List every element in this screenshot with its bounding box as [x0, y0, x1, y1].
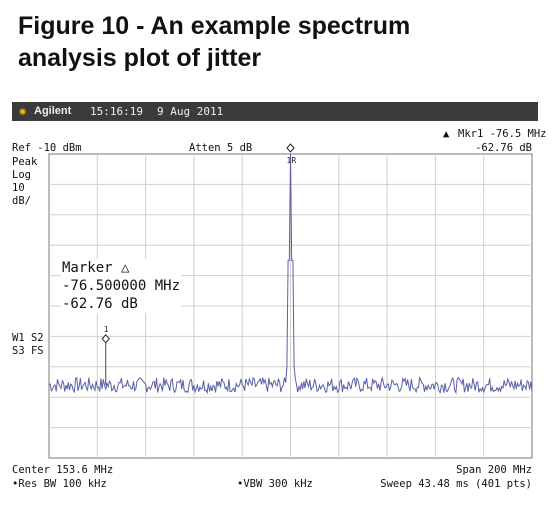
ref-level: Ref -10 dBm	[12, 142, 82, 154]
detector-mode: Peak	[12, 156, 38, 168]
marker-readout-title: Marker △	[62, 260, 130, 276]
spectrum-analyzer-display: ✺ Agilent 15:16:19 9 Aug 2011 Ref -10 dB…	[12, 102, 547, 497]
marker-label-reference: 1R	[287, 156, 297, 165]
trace-state-s3fs: S3 FS	[12, 345, 44, 357]
figure-title: Figure 10 - An example spectrum analysis…	[18, 10, 548, 74]
marker-diamond-icon	[286, 143, 295, 153]
attenuation: Atten 5 dB	[189, 142, 253, 154]
video-bandwidth: •VBW 300 kHz	[237, 478, 313, 490]
marker-frequency: Mkr1 -76.5 MHz	[458, 128, 547, 140]
scale-unit: dB/	[12, 195, 31, 207]
delta-marker-icon: ▲	[443, 128, 450, 140]
spectrum-trace	[48, 153, 533, 395]
scale-type: Log	[12, 169, 31, 181]
clock-date: 9 Aug 2011	[157, 105, 224, 118]
sweep-time: Sweep 43.48 ms (401 pts)	[380, 478, 532, 490]
resolution-bandwidth: •Res BW 100 kHz	[12, 478, 107, 490]
figure-title-line1: Figure 10 - An example spectrum	[18, 12, 411, 40]
center-frequency: Center 153.6 MHz	[12, 464, 114, 476]
marker-diamond-icon	[101, 334, 110, 344]
brand-name: Agilent	[34, 105, 72, 117]
marker-amplitude: -62.76 dB	[475, 142, 532, 154]
starburst-icon: ✺	[19, 104, 27, 118]
marker-label-delta: 1	[104, 325, 109, 334]
trace-state-w1s2: W1 S2	[12, 332, 44, 344]
clock-time: 15:16:19	[90, 105, 143, 118]
scale-value: 10	[12, 182, 25, 194]
marker-readout-frequency: -76.500000 MHz	[62, 278, 181, 294]
span-frequency: Span 200 MHz	[456, 464, 532, 476]
analyzer-header-bar: ✺ Agilent 15:16:19 9 Aug 2011	[12, 102, 538, 121]
marker-readout-amplitude: -62.76 dB	[62, 296, 138, 312]
figure-title-line2: analysis plot of jitter	[18, 44, 262, 72]
marker-readout: Marker △ -76.500000 MHz -62.76 dB	[61, 259, 182, 313]
